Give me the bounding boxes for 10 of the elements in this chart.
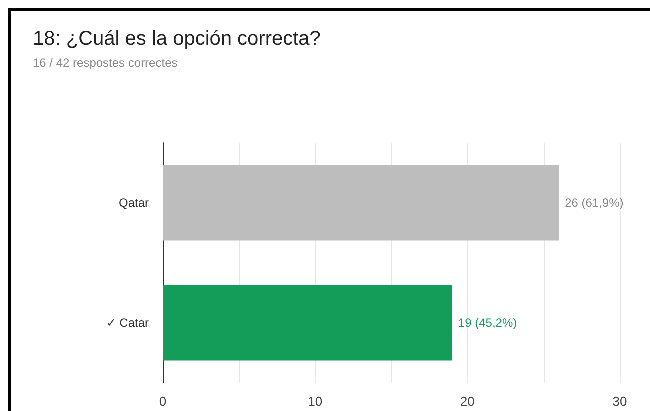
x-tick-label: 30 xyxy=(612,394,628,409)
x-tick-label: 10 xyxy=(308,394,323,409)
data-label: 19 (45,2%) xyxy=(458,316,518,330)
data-label: 26 (61,9%) xyxy=(565,196,624,210)
x-tick-label: 0 xyxy=(159,394,167,409)
y-tick-label: ✓ Catar xyxy=(106,316,149,330)
chart-subtitle: 16 / 42 respostes correctes xyxy=(33,56,178,70)
x-tick-label: 20 xyxy=(460,394,475,409)
y-tick-label: Qatar xyxy=(118,196,149,210)
chart-title: 18: ¿Cuál es la opción correcta? xyxy=(33,28,321,50)
